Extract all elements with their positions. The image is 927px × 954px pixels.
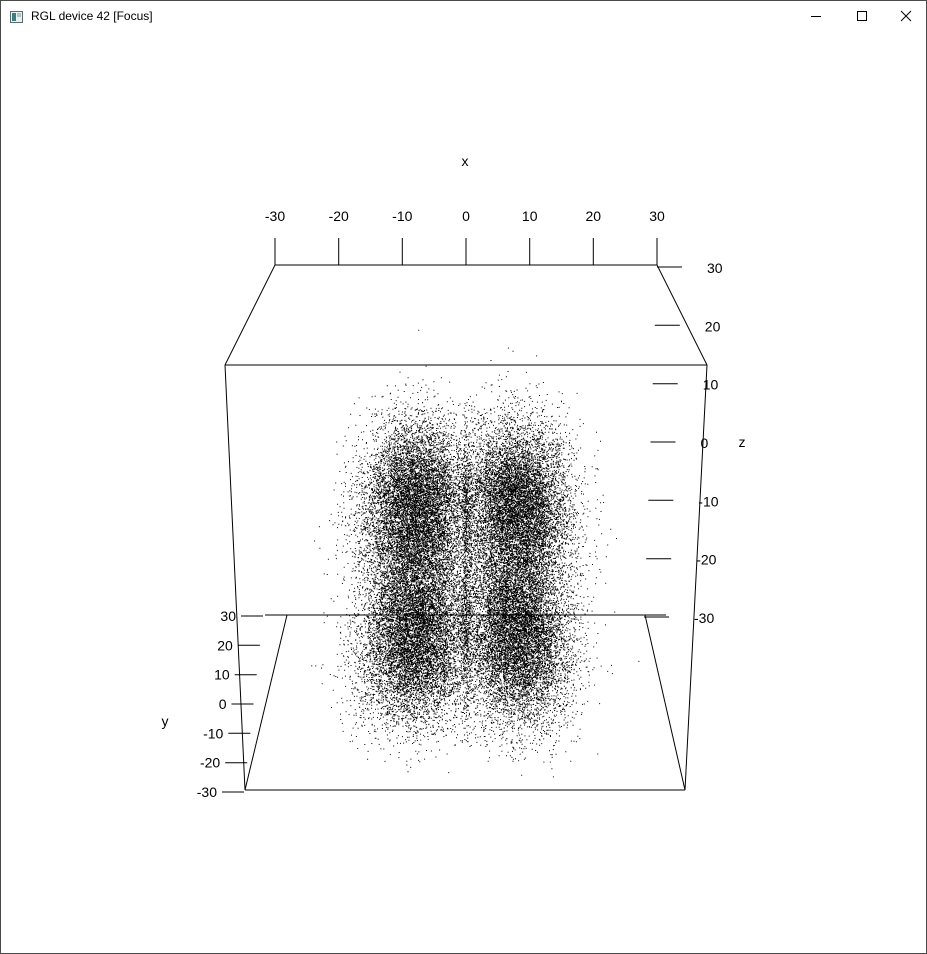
title-bar[interactable]: RGL device 42 [Focus] <box>1 1 926 32</box>
axis-ticks <box>222 238 682 793</box>
z-tick-label: 0 <box>701 435 709 451</box>
y-tick-label: -20 <box>200 755 220 771</box>
axis-labels: -30 -20 -10 0 10 20 30 x -30 -20 -10 0 10 20 30 z 30 20 10… <box>162 153 746 800</box>
x-axis-label: x <box>462 153 469 169</box>
rgl-plot-area[interactable]: -30 -20 -10 0 10 20 30 x -30 -20 -10 0 10 20 30 z 30 20 10… <box>1 32 926 953</box>
y-axis-label: y <box>162 713 169 729</box>
x-tick-label: 0 <box>462 208 470 224</box>
z-tick-label: -20 <box>696 552 716 568</box>
box-edge-right-bottom <box>644 614 686 791</box>
x-tick-label: -30 <box>265 208 285 224</box>
z-tick-label: -30 <box>694 610 714 626</box>
box-edge-left-front <box>224 364 246 791</box>
maximize-button[interactable] <box>839 1 885 31</box>
z-tick-label: -10 <box>698 493 718 509</box>
scatter-points <box>311 329 640 778</box>
minimize-button[interactable] <box>793 1 839 31</box>
window-title: RGL device 42 [Focus] <box>31 9 153 23</box>
x-tick-label: 30 <box>649 208 665 224</box>
z-tick-label: 10 <box>703 377 719 393</box>
z-tick-label: 30 <box>707 260 723 276</box>
box-edge-right-top <box>656 264 708 366</box>
box-edge-right-front <box>684 364 708 791</box>
points-layer <box>311 329 640 778</box>
app-icon <box>10 10 23 23</box>
box-edge-left-top <box>224 264 276 366</box>
y-tick-label: 20 <box>217 637 233 653</box>
y-tick-label: -30 <box>197 784 217 800</box>
x-tick-label: 20 <box>586 208 602 224</box>
box-edge-left-bottom <box>244 614 288 791</box>
close-button[interactable] <box>883 1 926 31</box>
y-tick-label: 0 <box>219 696 227 712</box>
z-tick-label: 20 <box>705 318 721 334</box>
x-tick-label: 10 <box>522 208 538 224</box>
bounding-box <box>224 264 708 791</box>
minimize-icon <box>811 16 821 17</box>
y-tick-label: 30 <box>220 608 236 624</box>
close-icon <box>900 10 912 22</box>
maximize-icon <box>857 11 867 21</box>
y-tick-label: 10 <box>214 667 230 683</box>
z-axis-label: z <box>739 434 746 450</box>
x-tick-label: -20 <box>329 208 349 224</box>
scatter-3d-plot[interactable]: -30 -20 -10 0 10 20 30 x -30 -20 -10 0 10 20 30 z 30 20 10… <box>1 32 926 953</box>
y-tick-label: -10 <box>203 725 223 741</box>
x-tick-label: -10 <box>392 208 412 224</box>
